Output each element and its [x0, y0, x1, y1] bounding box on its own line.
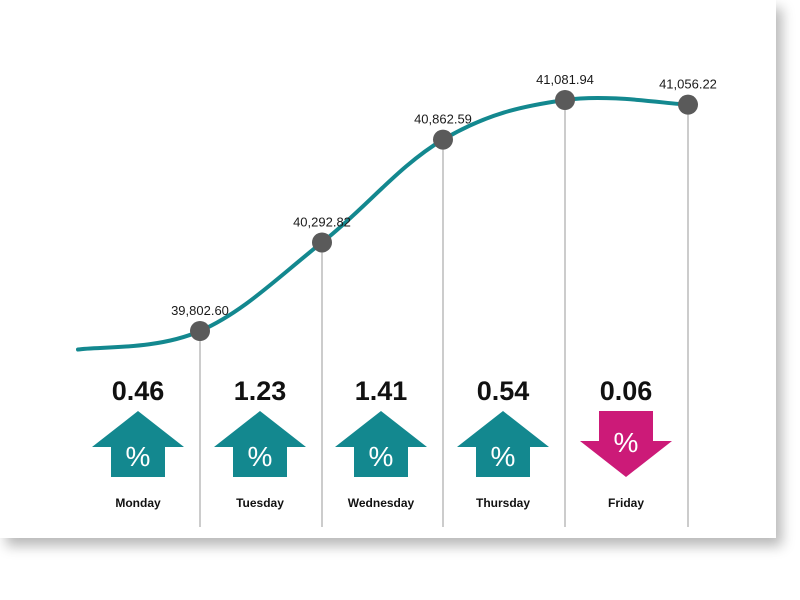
marker-monday — [190, 321, 210, 341]
arrow-up-icon-tuesday — [214, 411, 306, 477]
percent-sign-thursday: % — [491, 441, 516, 472]
marker-friday — [678, 94, 698, 115]
change-label-friday: 0.06 — [600, 376, 653, 406]
change-label-wednesday: 1.41 — [355, 376, 408, 406]
value-label-monday: 39,802.60 — [171, 303, 229, 318]
day-label-tuesday: Tuesday — [236, 496, 284, 510]
percent-sign-tuesday: % — [248, 441, 273, 472]
marker-tuesday — [312, 232, 332, 253]
day-label-wednesday: Wednesday — [348, 496, 415, 510]
change-label-tuesday: 1.23 — [234, 376, 287, 406]
day-label-friday: Friday — [608, 496, 644, 510]
percent-sign-wednesday: % — [369, 441, 394, 472]
value-label-friday: 41,056.22 — [659, 77, 717, 92]
arrow-down-icon-friday — [580, 411, 672, 477]
day-label-monday: Monday — [115, 496, 161, 510]
percent-sign-friday: % — [614, 427, 639, 458]
change-label-monday: 0.46 — [112, 376, 165, 406]
value-label-thursday: 41,081.94 — [536, 72, 594, 87]
day-label-thursday: Thursday — [476, 496, 530, 510]
percent-sign-monday: % — [126, 441, 151, 472]
change-label-thursday: 0.54 — [477, 376, 530, 406]
value-label-tuesday: 40,292.82 — [293, 214, 351, 229]
value-label-wednesday: 40,862.59 — [414, 112, 472, 127]
arrow-up-icon-wednesday — [335, 411, 427, 477]
arrow-up-icon-thursday — [457, 411, 549, 477]
marker-wednesday — [433, 129, 453, 150]
series-line — [76, 95, 690, 352]
marker-thursday — [555, 90, 575, 110]
arrow-up-icon-monday — [92, 411, 184, 477]
